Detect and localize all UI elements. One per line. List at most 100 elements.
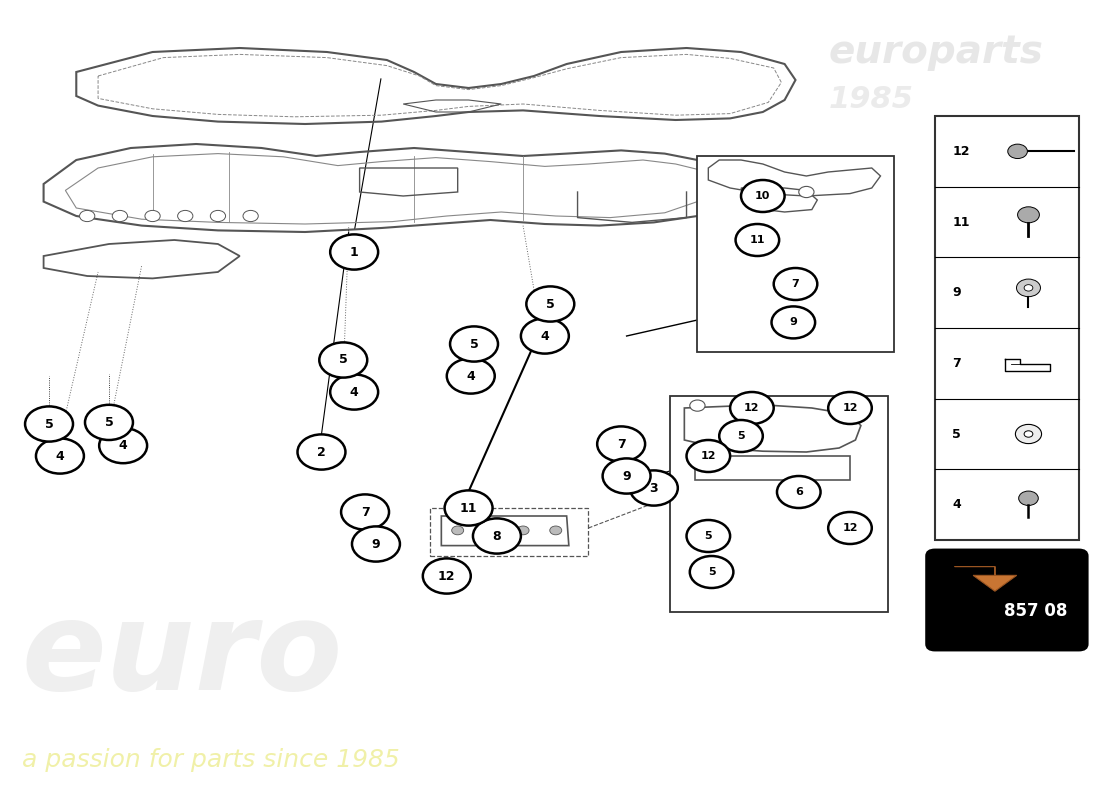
Circle shape	[730, 392, 773, 424]
Text: 5: 5	[546, 298, 554, 310]
Text: 7: 7	[617, 438, 626, 450]
Circle shape	[1016, 279, 1041, 297]
FancyBboxPatch shape	[926, 550, 1088, 650]
Circle shape	[422, 558, 471, 594]
Text: 4: 4	[953, 498, 961, 511]
Circle shape	[773, 268, 817, 300]
Text: 5: 5	[953, 427, 961, 441]
Bar	[430, 508, 588, 556]
Circle shape	[444, 490, 493, 526]
Text: 4: 4	[466, 370, 475, 382]
Circle shape	[85, 405, 133, 440]
Text: 12: 12	[745, 403, 760, 413]
Circle shape	[799, 186, 814, 198]
Text: 1: 1	[350, 246, 359, 258]
Circle shape	[736, 224, 779, 256]
Text: 3: 3	[649, 482, 658, 494]
Circle shape	[1019, 491, 1038, 506]
Text: 7: 7	[361, 506, 370, 518]
Text: 7: 7	[792, 279, 800, 289]
Circle shape	[1008, 144, 1027, 158]
Text: 12: 12	[438, 570, 455, 582]
Circle shape	[330, 234, 378, 270]
Circle shape	[1024, 430, 1033, 437]
Circle shape	[473, 518, 521, 554]
Circle shape	[630, 470, 678, 506]
Circle shape	[330, 374, 378, 410]
Text: 12: 12	[701, 451, 716, 461]
Circle shape	[243, 210, 258, 222]
Text: europarts: europarts	[828, 33, 1043, 71]
Circle shape	[484, 526, 496, 534]
Text: 9: 9	[623, 470, 631, 482]
Circle shape	[828, 512, 872, 544]
Circle shape	[597, 426, 645, 462]
Circle shape	[686, 520, 730, 552]
Circle shape	[517, 526, 529, 534]
Text: 857 08: 857 08	[1004, 602, 1067, 619]
Circle shape	[79, 210, 95, 222]
Circle shape	[36, 438, 84, 474]
Text: 11: 11	[460, 502, 477, 514]
Circle shape	[741, 180, 784, 212]
Circle shape	[1015, 424, 1042, 443]
Circle shape	[690, 556, 734, 588]
Circle shape	[210, 210, 225, 222]
Text: 12: 12	[953, 145, 970, 158]
Text: 5: 5	[707, 567, 715, 577]
Text: 5: 5	[470, 338, 478, 350]
Circle shape	[450, 326, 498, 362]
Text: 5: 5	[704, 531, 712, 541]
Text: 6: 6	[795, 487, 803, 497]
Text: 5: 5	[339, 354, 348, 366]
Circle shape	[452, 526, 464, 534]
Text: 4: 4	[540, 330, 549, 342]
Text: 8: 8	[493, 530, 502, 542]
Circle shape	[854, 403, 869, 414]
Text: 4: 4	[119, 439, 128, 452]
Circle shape	[297, 434, 345, 470]
Polygon shape	[955, 566, 1016, 591]
Circle shape	[25, 406, 73, 442]
Text: 12: 12	[843, 523, 858, 533]
Text: 9: 9	[953, 286, 961, 299]
Circle shape	[521, 318, 569, 354]
Bar	[935, 116, 1079, 540]
Circle shape	[828, 392, 872, 424]
Text: euro: euro	[22, 595, 343, 717]
Circle shape	[771, 306, 815, 338]
Text: 4: 4	[350, 386, 359, 398]
Circle shape	[756, 188, 770, 199]
Text: 9: 9	[372, 538, 381, 550]
Circle shape	[99, 428, 147, 463]
Text: 1985: 1985	[828, 86, 913, 114]
Text: 4: 4	[56, 450, 64, 462]
Text: 5: 5	[45, 418, 54, 430]
Text: 9: 9	[790, 318, 798, 327]
Text: 5: 5	[737, 431, 745, 441]
Circle shape	[177, 210, 192, 222]
Circle shape	[341, 494, 389, 530]
Circle shape	[145, 210, 161, 222]
Circle shape	[1024, 285, 1033, 291]
Text: 5: 5	[104, 416, 113, 429]
Text: 11: 11	[953, 215, 970, 229]
Text: 12: 12	[843, 403, 858, 413]
Circle shape	[690, 400, 705, 411]
Circle shape	[112, 210, 128, 222]
Circle shape	[777, 476, 821, 508]
Circle shape	[319, 342, 367, 378]
Bar	[697, 156, 893, 352]
Bar	[670, 396, 888, 612]
Circle shape	[352, 526, 400, 562]
Circle shape	[719, 420, 762, 452]
Circle shape	[526, 286, 574, 322]
Circle shape	[550, 526, 562, 534]
Text: 7: 7	[953, 357, 961, 370]
Circle shape	[603, 458, 650, 494]
Text: 2: 2	[317, 446, 326, 458]
Text: 11: 11	[749, 235, 766, 245]
Text: a passion for parts since 1985: a passion for parts since 1985	[22, 748, 399, 772]
Circle shape	[686, 440, 730, 472]
Circle shape	[447, 358, 495, 394]
